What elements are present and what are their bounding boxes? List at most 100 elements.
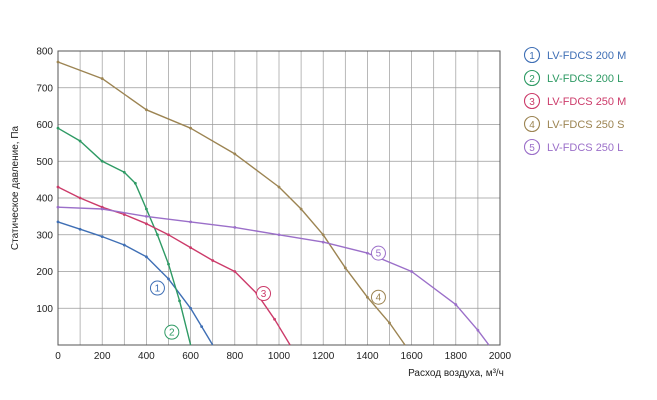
legend: 1 LV-FDCS 200 M 2 LV-FDCS 200 L 3 LV-FDCS 250… <box>523 46 626 156</box>
curve-badge-number: 3 <box>261 289 267 300</box>
series-point-5 <box>476 328 480 332</box>
series-point-5 <box>100 207 104 211</box>
series-point-3 <box>273 317 276 321</box>
series-point-1 <box>56 220 60 224</box>
plot-frame <box>57 50 501 346</box>
y-tick-labels: 100 200 300 400 500 600 700 800 <box>36 47 53 315</box>
series-point-5 <box>454 303 458 306</box>
series-point-4 <box>366 295 369 299</box>
series-point-2 <box>78 139 82 143</box>
series-point-2 <box>167 262 170 266</box>
x-tick-label: 600 <box>182 351 199 362</box>
legend-label: LV-FDCS 200 L <box>547 73 623 85</box>
legend-label: LV-FDCS 250 S <box>547 119 624 131</box>
y-tick-label: 500 <box>36 157 53 168</box>
curve-badge-4: 4 <box>370 289 386 305</box>
series-point-5 <box>321 240 325 244</box>
y-tick-label: 200 <box>36 267 53 278</box>
x-tick-labels: 0 200 400 600 800 1000 1200 1400 1600 1800 2000 <box>55 351 511 362</box>
series-point-4 <box>56 60 60 64</box>
series-point-5 <box>233 226 237 229</box>
x-tick-label: 400 <box>138 351 155 362</box>
series-point-2 <box>178 299 181 303</box>
series-point-4 <box>299 207 303 211</box>
x-tick-label: 0 <box>55 351 61 362</box>
y-tick-label: 400 <box>36 194 53 205</box>
series-line-5 <box>57 206 490 346</box>
curve-badge-circle <box>370 289 386 305</box>
series-point-1 <box>167 277 170 281</box>
series-point-4 <box>233 152 237 156</box>
curve-badge-circle <box>149 280 165 296</box>
x-tick-label: 1200 <box>312 351 335 362</box>
legend-marker <box>523 46 541 64</box>
x-tick-label: 1400 <box>356 351 379 362</box>
legend-marker <box>523 138 541 156</box>
series-point-4 <box>277 185 281 189</box>
grid <box>58 51 500 345</box>
y-tick-label: 700 <box>36 83 53 94</box>
legend-item-2: 2 LV-FDCS 200 L <box>523 69 623 87</box>
series-point-5 <box>410 270 413 273</box>
series-point-4 <box>321 233 325 237</box>
x-tick-label: 200 <box>94 351 111 362</box>
y-tick-label: 300 <box>36 230 53 241</box>
series-point-2 <box>100 159 104 163</box>
series-point-3 <box>167 233 170 237</box>
curve-badge-2: 2 <box>164 324 180 340</box>
series-point-1 <box>100 235 104 238</box>
curve-badge-1: 1 <box>149 280 165 296</box>
legend-label: LV-FDCS 250 L <box>547 142 623 154</box>
series-point-5 <box>189 220 193 224</box>
legend-marker-number: 1 <box>529 51 535 62</box>
x-tick-label: 1000 <box>268 351 291 362</box>
series-point-2 <box>56 126 60 130</box>
series-point-4 <box>189 126 193 130</box>
y-tick-label: 600 <box>36 120 53 131</box>
curve-badge-number: 5 <box>376 249 382 260</box>
series-point-3 <box>122 213 126 216</box>
series-point-3 <box>78 196 82 200</box>
legend-label: LV-FDCS 250 M <box>547 96 626 108</box>
curve-badge-number: 2 <box>169 328 175 339</box>
legend-item-4: 4 LV-FDCS 250 S <box>523 115 624 133</box>
series-point-3 <box>56 185 60 189</box>
legend-item-3: 3 LV-FDCS 250 M <box>523 92 626 110</box>
y-tick-label: 800 <box>36 47 53 58</box>
series-point-4 <box>100 77 104 80</box>
legend-marker-number: 2 <box>529 74 535 85</box>
series-point-1 <box>122 243 126 247</box>
series-point-1 <box>189 306 193 310</box>
x-axis-title: Расход воздуха, м³/ч <box>408 368 504 379</box>
legend-item-5: 5 LV-FDCS 250 L <box>523 138 623 156</box>
series-line-2 <box>57 127 192 346</box>
series-line-1 <box>57 221 214 346</box>
legend-marker <box>523 115 541 133</box>
series-point-3 <box>145 222 148 226</box>
series-point-3 <box>233 270 237 273</box>
legend-item-1: 1 LV-FDCS 200 M <box>523 46 626 64</box>
legend-marker-number: 5 <box>529 143 535 154</box>
series-point-2 <box>133 181 137 185</box>
series-line-3 <box>57 186 291 346</box>
series-point-5 <box>366 251 369 255</box>
series-point-2 <box>145 207 148 211</box>
x-tick-label: 2000 <box>489 351 512 362</box>
legend-marker-number: 4 <box>529 120 535 131</box>
series-point-1 <box>200 325 204 329</box>
series-point-1 <box>145 255 148 259</box>
series-point-4 <box>388 321 391 325</box>
curve-badge-circle <box>370 245 386 261</box>
curve-badge-number: 4 <box>376 293 382 304</box>
series-point-5 <box>277 233 281 237</box>
curve-badge-3: 3 <box>256 286 272 302</box>
curve-number-badges: 1 2 3 4 5 <box>149 245 386 340</box>
series-line-4 <box>57 61 406 346</box>
series-point-4 <box>145 108 148 112</box>
curve-badge-circle <box>256 286 272 302</box>
legend-label: LV-FDCS 200 M <box>547 50 626 62</box>
legend-marker <box>523 92 541 110</box>
series-point-1 <box>78 227 82 231</box>
x-tick-label: 800 <box>226 351 243 362</box>
